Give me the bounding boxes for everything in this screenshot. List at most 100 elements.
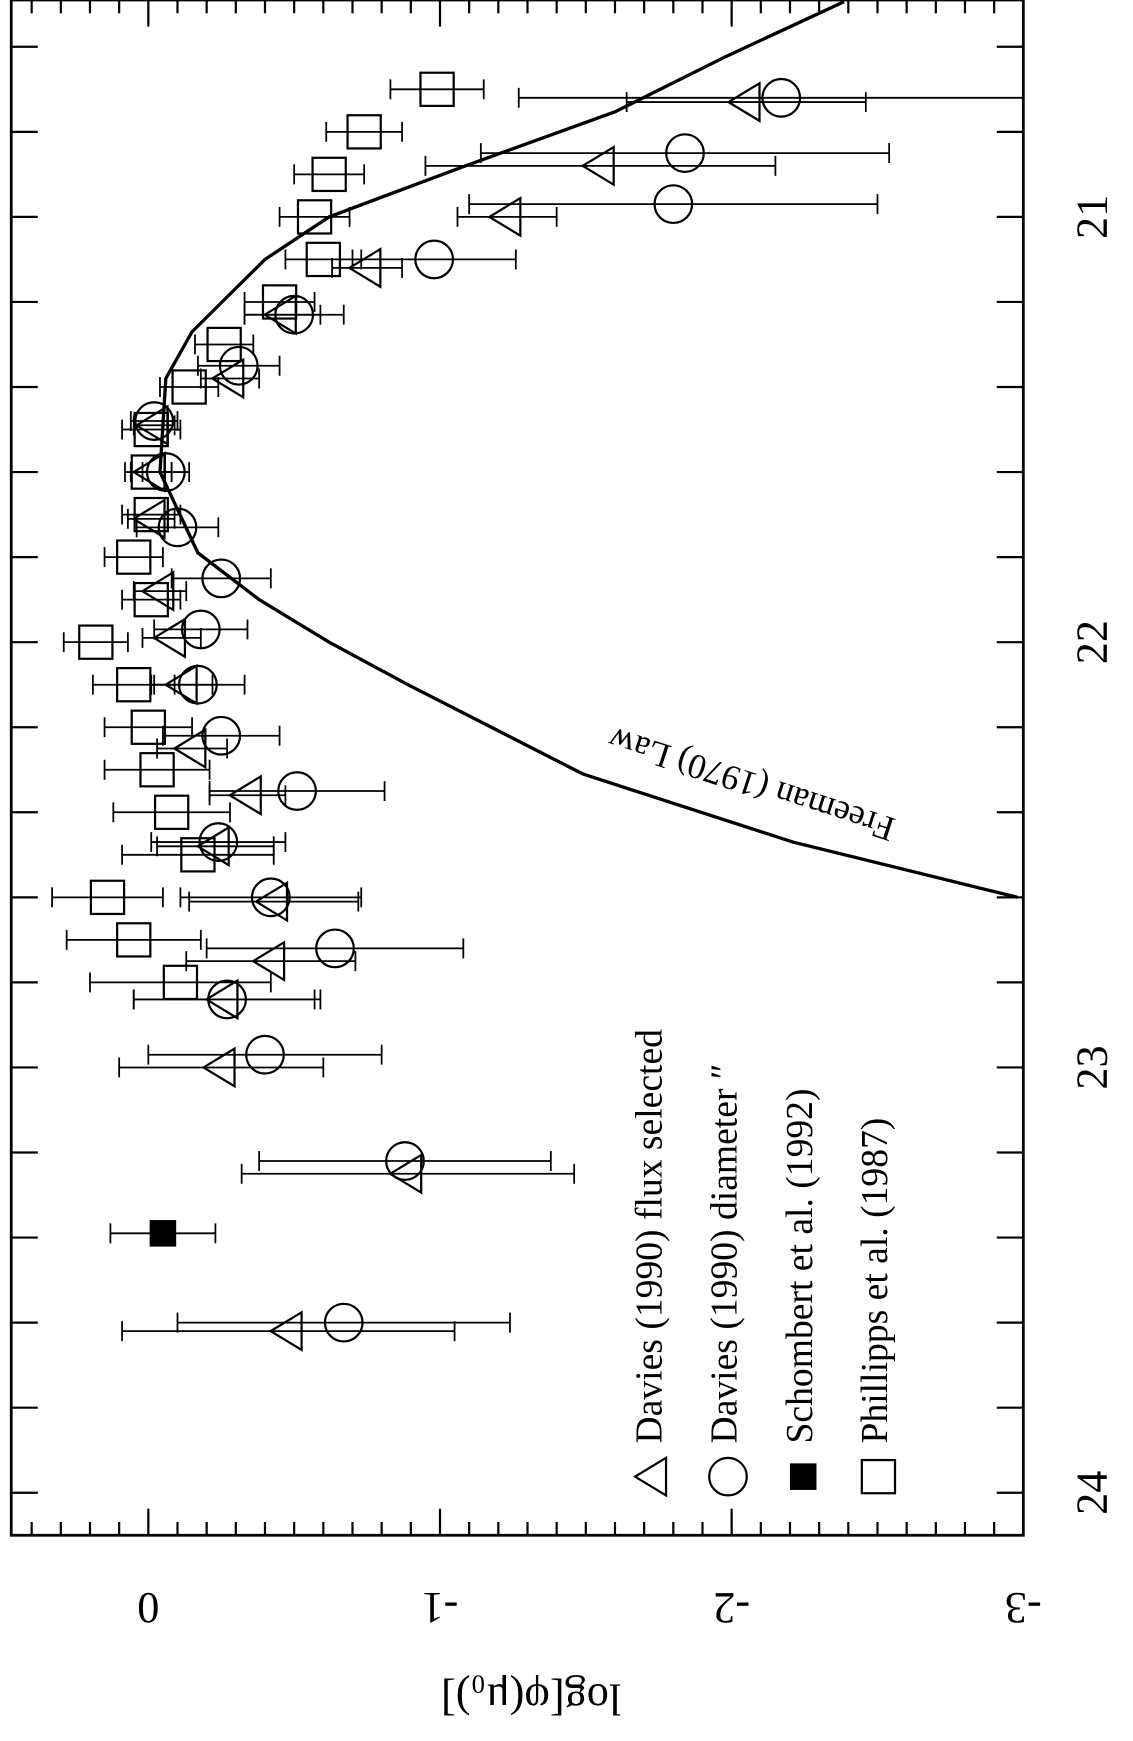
data-point [250, 940, 286, 982]
data-point [347, 247, 382, 289]
data-point [274, 294, 315, 335]
data-point [89, 879, 126, 916]
data-point [323, 1302, 364, 1343]
legend-label: Schombert et al. (1992) [779, 1088, 821, 1443]
data-point [201, 558, 242, 599]
error-bar [153, 619, 249, 640]
error-bar [517, 87, 1025, 108]
data-point [116, 667, 152, 703]
error-bar [185, 951, 357, 972]
data-point [177, 664, 218, 705]
error-bar [199, 368, 261, 389]
error-bar [170, 568, 272, 589]
data-point [227, 774, 262, 817]
error-bar [293, 164, 366, 185]
data-point [414, 239, 455, 280]
error-bar [162, 725, 281, 746]
error-bar [156, 738, 228, 759]
error-bar [240, 1163, 576, 1184]
error-bar [103, 547, 164, 568]
data-point [253, 880, 289, 923]
error-bar [147, 1044, 383, 1065]
error-bar [121, 844, 275, 865]
error-bar [389, 79, 485, 100]
error-bar [121, 1321, 456, 1342]
error-bar [331, 257, 403, 278]
model-curve [158, 0, 1018, 899]
error-bar [284, 249, 363, 270]
error-bar [468, 194, 879, 215]
y-tick-label: -3 [1005, 1584, 1042, 1633]
error-bar [243, 304, 345, 325]
error-bar [188, 891, 360, 912]
data-point [133, 496, 169, 533]
error-bar [150, 832, 287, 853]
data-point [206, 326, 242, 363]
legend-marker [860, 1458, 897, 1495]
data-point [157, 507, 198, 548]
error-bar [89, 972, 272, 993]
error-bar [176, 1312, 511, 1333]
data-point [78, 624, 114, 660]
data-point [133, 581, 169, 618]
data-point [116, 922, 152, 958]
error-bar [103, 717, 193, 738]
x-tick-label: 23 [1067, 1045, 1116, 1089]
data-point [171, 369, 207, 405]
error-bar [197, 355, 281, 376]
data-point [218, 345, 259, 386]
error-bar [194, 334, 255, 355]
data-point [201, 1046, 236, 1089]
data-point [761, 77, 802, 118]
error-bar [132, 989, 322, 1010]
error-bar [479, 143, 891, 164]
y-tick-label: -2 [713, 1584, 750, 1633]
legend-marker [632, 1455, 668, 1498]
data-point [116, 539, 152, 575]
data-point [172, 727, 207, 770]
data-point [388, 1153, 423, 1195]
data-point [305, 241, 342, 278]
data-point [315, 928, 355, 969]
legend-label: Phillipps et al. (1987) [854, 1118, 896, 1444]
data-point [296, 199, 333, 235]
error-bar [118, 1057, 325, 1078]
error-bar [135, 517, 220, 538]
data-point [130, 454, 167, 490]
legend-label: Davies (1990) flux selected [628, 1029, 670, 1444]
data-point [131, 498, 166, 540]
data-point [201, 715, 242, 756]
error-bar [205, 938, 465, 959]
data-point [149, 1220, 177, 1247]
data-point [653, 184, 694, 225]
error-bar [456, 206, 558, 227]
y-axis-title: log[φ(μ₀)] [441, 1674, 621, 1723]
error-bar [121, 419, 182, 440]
error-bar [103, 759, 211, 780]
data-point [180, 837, 216, 873]
legend-marker [789, 1463, 817, 1490]
y-tick-label: -1 [422, 1584, 459, 1633]
error-bar [159, 377, 220, 397]
data-point [162, 964, 199, 1001]
data-point [268, 1310, 303, 1352]
error-bar [179, 887, 363, 908]
data-point [726, 81, 761, 123]
data-point [346, 114, 382, 150]
error-bar [129, 411, 179, 431]
error-bar [208, 785, 287, 806]
data-point [250, 877, 291, 918]
data-point [207, 979, 247, 1020]
error-bar [424, 155, 777, 176]
data-point [140, 570, 175, 612]
data-point [130, 709, 167, 745]
legend-marker [708, 1456, 748, 1497]
data-point [385, 1141, 425, 1181]
data-point [261, 284, 298, 320]
x-tick-label: 22 [1067, 620, 1116, 664]
data-point [245, 1034, 285, 1075]
data-point [665, 133, 705, 174]
y-tick-label: 0 [137, 1584, 159, 1633]
